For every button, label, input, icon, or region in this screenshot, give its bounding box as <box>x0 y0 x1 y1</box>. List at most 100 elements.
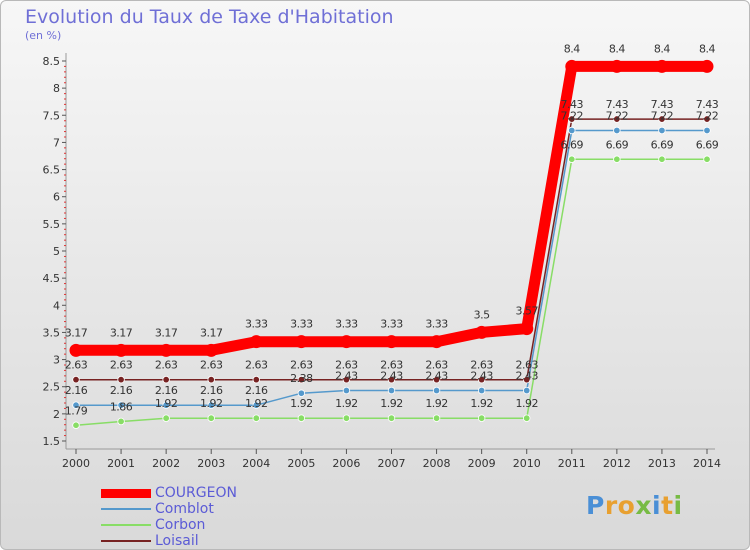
data-label-loisail: 2.63 <box>200 359 223 372</box>
data-label-loisail: 7.43 <box>561 98 584 111</box>
data-point-comblot <box>568 126 576 135</box>
legend-swatch <box>101 488 151 498</box>
x-tick-label: 2003 <box>197 457 225 470</box>
data-point-courgeon <box>475 325 489 339</box>
data-label-comblot: 2.38 <box>290 372 313 385</box>
data-point-corbon <box>162 414 170 422</box>
data-label-corbon: 6.69 <box>651 138 674 151</box>
x-tick-label: 2013 <box>648 457 676 470</box>
data-label-loisail: 2.63 <box>245 359 268 372</box>
data-label-comblot: 2.43 <box>335 370 358 383</box>
data-label-corbon: 1.92 <box>155 397 178 410</box>
data-point-courgeon <box>430 335 444 349</box>
data-label-courgeon: 3.5 <box>474 308 490 321</box>
y-tick-label: 4 <box>53 299 60 312</box>
legend-label: Corbon <box>155 517 206 533</box>
data-point-courgeon <box>114 343 128 357</box>
data-label-courgeon: 8.4 <box>654 42 670 55</box>
x-tick-label: 2011 <box>558 457 586 470</box>
data-label-loisail: 7.43 <box>696 98 719 111</box>
data-label-comblot: 2.43 <box>425 370 448 383</box>
data-label-corbon: 1.92 <box>290 397 313 410</box>
data-label-corbon: 1.92 <box>380 397 403 410</box>
data-point-comblot <box>162 401 170 409</box>
logo-letter: i <box>652 491 662 520</box>
data-point-corbon <box>703 155 711 163</box>
logo-letter: i <box>673 491 683 520</box>
x-tick-label: 2009 <box>468 457 496 470</box>
logo-letter: x <box>635 491 652 520</box>
data-label-courgeon: 3.17 <box>155 326 178 339</box>
data-label-courgeon: 3.17 <box>65 326 88 339</box>
data-label-courgeon: 3.33 <box>335 318 358 331</box>
data-label-courgeon: 3.57 <box>515 305 538 318</box>
data-label-comblot: 2.43 <box>515 370 538 383</box>
data-label-courgeon: 8.4 <box>609 42 625 55</box>
y-tick-label: 2 <box>53 408 60 421</box>
y-axis-unit-label: (en %) <box>25 29 62 42</box>
data-point-corbon <box>523 414 531 422</box>
y-tick-label: 8.5 <box>43 55 61 68</box>
logo-letter: t <box>661 491 674 520</box>
data-point-courgeon <box>69 343 83 357</box>
data-point-comblot <box>342 386 351 395</box>
data-point-corbon <box>207 414 215 422</box>
data-point-corbon <box>297 414 306 422</box>
data-point-corbon <box>658 155 666 163</box>
data-point-loisail <box>703 115 711 123</box>
data-point-courgeon <box>294 335 308 349</box>
legend-swatch <box>101 524 151 526</box>
data-label-loisail: 2.63 <box>380 359 403 372</box>
data-point-loisail <box>477 375 486 384</box>
data-point-comblot <box>207 401 215 409</box>
proxiti-logo: Proxiti <box>586 491 683 520</box>
data-point-loisail <box>342 375 351 384</box>
data-point-corbon <box>117 417 125 426</box>
data-label-loisail: 2.63 <box>155 359 178 372</box>
legend-swatch <box>101 508 151 510</box>
data-label-courgeon: 8.4 <box>564 42 580 55</box>
data-point-loisail <box>162 375 170 384</box>
data-label-loisail: 7.43 <box>651 98 674 111</box>
data-label-corbon: 1.92 <box>245 397 268 410</box>
y-tick-label: 4.5 <box>43 272 61 285</box>
data-label-corbon: 1.92 <box>200 397 223 410</box>
legend-label: Loisail <box>155 533 199 549</box>
data-point-corbon <box>568 155 576 163</box>
data-label-comblot: 2.43 <box>470 370 493 383</box>
data-label-courgeon: 3.33 <box>245 318 268 331</box>
x-tick-label: 2004 <box>242 457 270 470</box>
legend: COURGEON Comblot Corbon Loisail <box>101 485 237 549</box>
y-tick-label: 1.5 <box>43 435 61 448</box>
data-label-comblot: 2.16 <box>245 384 268 397</box>
x-tick-label: 2007 <box>378 457 406 470</box>
data-label-corbon: 6.69 <box>561 138 584 151</box>
data-label-corbon: 1.92 <box>515 397 538 410</box>
legend-item-courgeon: COURGEON <box>101 485 237 501</box>
data-label-loisail: 2.63 <box>335 359 358 372</box>
data-point-courgeon <box>385 335 398 349</box>
data-label-courgeon: 3.17 <box>200 326 223 339</box>
data-point-comblot <box>252 401 260 409</box>
data-point-courgeon <box>655 59 669 73</box>
data-point-comblot <box>387 386 396 395</box>
data-label-corbon: 1.92 <box>425 397 448 410</box>
data-point-comblot <box>613 126 621 135</box>
data-point-loisail <box>252 375 260 384</box>
data-label-comblot: 2.16 <box>200 384 223 397</box>
y-tick-label: 5.5 <box>43 218 61 231</box>
data-label-loisail: 2.63 <box>425 359 448 372</box>
data-point-courgeon <box>565 59 579 73</box>
data-label-corbon: 6.69 <box>606 138 629 151</box>
data-label-comblot: 2.16 <box>110 384 133 397</box>
logo-letter: P <box>586 491 605 520</box>
data-label-comblot: 7.22 <box>651 109 674 122</box>
data-label-comblot: 2.43 <box>380 370 403 383</box>
data-point-courgeon <box>339 335 353 349</box>
data-point-comblot <box>703 126 711 135</box>
y-tick-label: 3 <box>53 354 60 367</box>
data-point-loisail <box>658 115 666 123</box>
y-tick-label: 8 <box>53 82 60 95</box>
data-point-comblot <box>117 401 125 409</box>
